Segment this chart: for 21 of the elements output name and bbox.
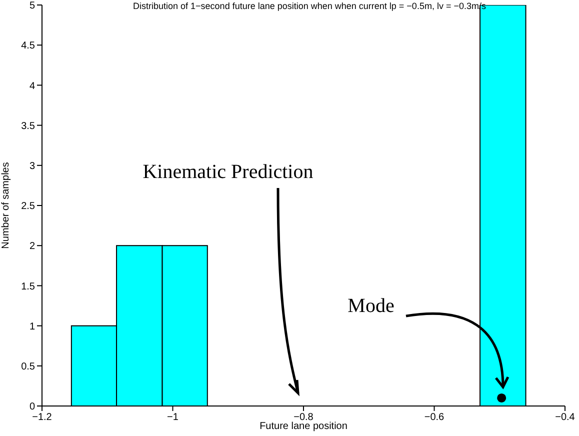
annotation: Mode	[348, 295, 394, 317]
x-tick-label: −0.8	[294, 412, 314, 424]
y-tick-label: 0.5	[21, 361, 36, 372]
annotation: Kinematic Prediction	[142, 161, 314, 183]
y-tick-label: 2	[29, 241, 36, 252]
y-tick-label: 1.5	[21, 281, 36, 292]
y-tick-label: 3	[29, 160, 36, 172]
y-tick-label: 5	[29, 0, 36, 12]
x-tick-label: −1	[167, 412, 179, 424]
y-axis-title: Number of samples	[0, 162, 12, 249]
x-tick-label: −1.2	[32, 412, 52, 424]
x-axis-title: Future lane position	[260, 421, 348, 432]
y-tick-label: 3.5	[21, 120, 36, 132]
y-tick-label: 4	[29, 80, 36, 92]
y-tick-label: 1	[29, 321, 36, 332]
y-tick-label: 0	[29, 402, 36, 413]
y-tick-label: 4.5	[21, 40, 36, 52]
y-tick-label: 2.5	[21, 201, 36, 212]
chart-title: Distribution of 1−second future lane position when when current lp = −0.5m, lv = −0.3m/s	[133, 1, 486, 11]
x-tick-label: −0.4	[555, 412, 576, 424]
x-tick-label: −0.6	[424, 412, 445, 424]
